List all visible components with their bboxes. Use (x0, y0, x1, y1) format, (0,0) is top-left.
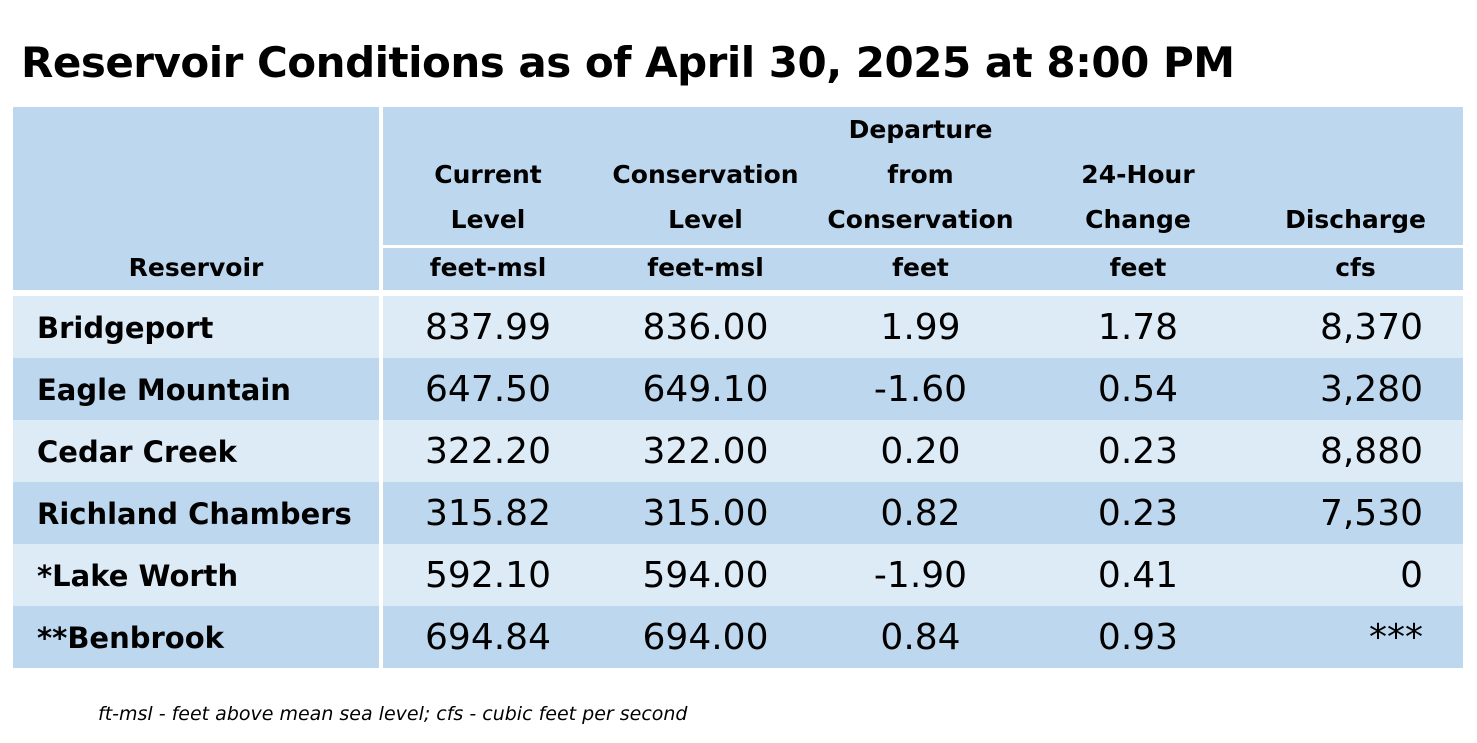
header-conservation-unit: feet-msl (647, 253, 764, 282)
change-value: 0.93 (1097, 617, 1179, 658)
change-value: 1.78 (1097, 307, 1179, 348)
reservoir-name: **Benbrook (37, 621, 224, 655)
header-departure-line2: from (887, 160, 954, 189)
conservation-level: 649.10 (642, 369, 769, 410)
header-change-unit: feet (1109, 253, 1167, 282)
table-row: Eagle Mountain 647.50 649.10 -1.60 0.54 … (13, 358, 1463, 420)
discharge-value: *** (1369, 617, 1423, 658)
page-title: Reservoir Conditions as of April 30, 202… (21, 38, 1235, 87)
reservoir-name: Bridgeport (37, 311, 214, 345)
current-level: 647.50 (425, 369, 551, 410)
table-row: Richland Chambers 315.82 315.00 0.82 0.2… (13, 482, 1463, 544)
departure-value: 1.99 (880, 307, 961, 348)
header-departure-line3: Conservation (827, 205, 1014, 234)
conservation-level: 315.00 (642, 493, 769, 534)
departure-value: 0.82 (880, 493, 961, 534)
discharge-value: 0 (1400, 555, 1423, 596)
departure-value: -1.60 (873, 369, 968, 410)
header-reservoir: Reservoir (128, 253, 264, 282)
column-divider (379, 107, 383, 668)
departure-value: 0.84 (880, 617, 961, 658)
header-unit-divider (383, 245, 1463, 248)
conservation-level: 836.00 (642, 307, 769, 348)
reservoir-name: *Lake Worth (37, 559, 239, 593)
discharge-value: 7,530 (1319, 493, 1423, 534)
table-header: Reservoir Current Level feet-msl Conserv… (13, 107, 1463, 290)
header-departure-line1: Departure (848, 115, 993, 144)
departure-value: -1.90 (873, 555, 968, 596)
table-row: *Lake Worth 592.10 594.00 -1.90 0.41 0 (13, 544, 1463, 606)
reservoir-table: Reservoir Current Level feet-msl Conserv… (13, 107, 1463, 668)
header-conservation-line1: Conservation (612, 160, 799, 189)
current-level: 322.20 (425, 431, 551, 472)
departure-value: 0.20 (880, 431, 961, 472)
discharge-value: 3,280 (1319, 369, 1423, 410)
header-current-unit: feet-msl (429, 253, 547, 282)
header-separator (13, 290, 1463, 296)
header-discharge-line1: Discharge (1285, 205, 1426, 234)
change-value: 0.54 (1097, 369, 1179, 410)
header-conservation-line2: Level (668, 205, 743, 234)
conservation-level: 694.00 (642, 617, 769, 658)
current-level: 592.10 (425, 555, 551, 596)
conservation-level: 322.00 (642, 431, 769, 472)
table-row: Cedar Creek 322.20 322.00 0.20 0.23 8,88… (13, 420, 1463, 482)
table-row: **Benbrook 694.84 694.00 0.84 0.93 *** (13, 606, 1463, 668)
header-change-line2: Change (1085, 205, 1191, 234)
conservation-level: 594.00 (642, 555, 769, 596)
header-current-line2: Level (450, 205, 526, 234)
reservoir-name: Eagle Mountain (37, 373, 291, 407)
current-level: 837.99 (425, 307, 551, 348)
footnote: ft-msl - feet above mean sea level; cfs … (98, 703, 688, 725)
header-current-line1: Current (434, 160, 542, 189)
change-value: 0.23 (1097, 431, 1179, 472)
header-change-line1: 24-Hour (1081, 160, 1195, 189)
header-departure-unit: feet (892, 253, 949, 282)
reservoir-name: Cedar Creek (37, 435, 237, 469)
discharge-value: 8,880 (1319, 431, 1423, 472)
change-value: 0.23 (1097, 493, 1179, 534)
current-level: 694.84 (425, 617, 551, 658)
current-level: 315.82 (425, 493, 551, 534)
header-discharge-unit: cfs (1335, 253, 1376, 282)
table-row: Bridgeport 837.99 836.00 1.99 1.78 8,370 (13, 296, 1463, 358)
change-value: 0.41 (1097, 555, 1179, 596)
reservoir-name: Richland Chambers (37, 497, 352, 531)
discharge-value: 8,370 (1319, 307, 1423, 348)
